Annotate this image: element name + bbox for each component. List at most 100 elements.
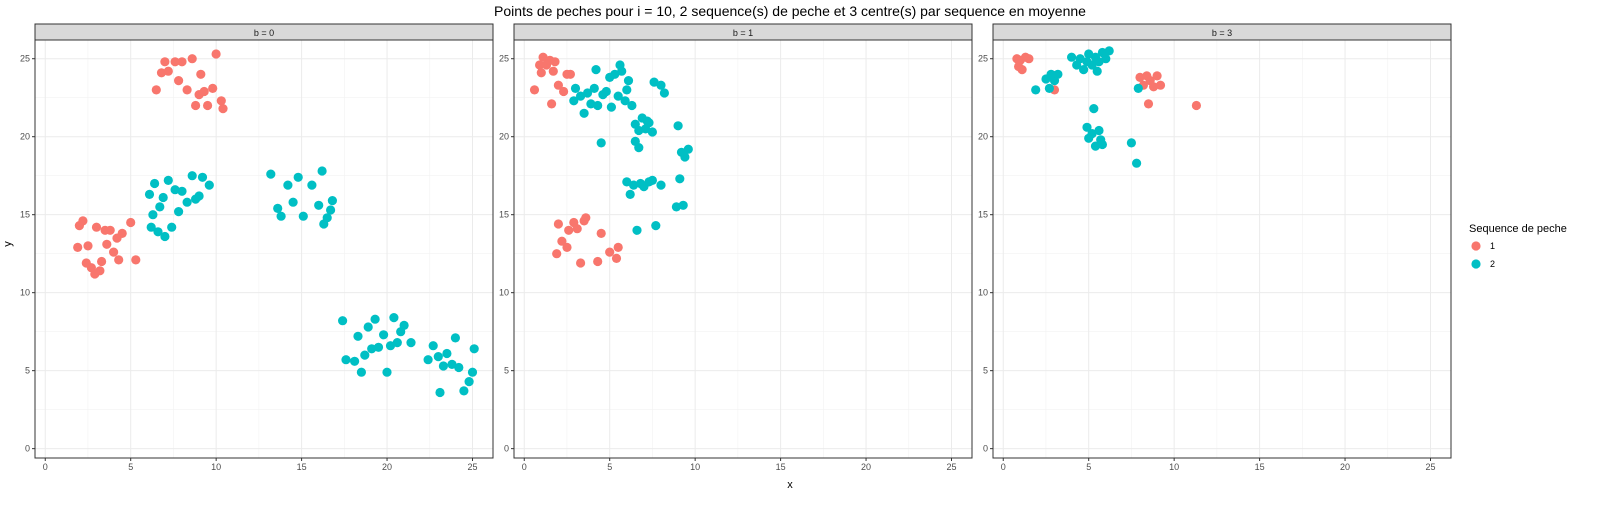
y-axis-label: y: [2, 241, 14, 247]
data-point-seq-2: [454, 362, 464, 373]
data-point-seq-1: [593, 256, 603, 267]
data-point-seq-2: [399, 320, 409, 330]
data-point-seq-1: [1155, 80, 1166, 90]
data-point-seq-1: [151, 85, 161, 95]
data-point-seq-1: [216, 96, 226, 106]
x-tick-label: 10: [211, 462, 221, 472]
data-point-seq-1: [97, 256, 107, 267]
data-point-seq-1: [596, 228, 606, 238]
data-point-seq-2: [197, 172, 208, 182]
data-point-seq-2: [673, 121, 683, 131]
data-point-seq-2: [1053, 69, 1063, 79]
data-point-seq-1: [553, 80, 564, 90]
panel-border: [34, 39, 494, 459]
data-point-seq-2: [656, 80, 666, 90]
x-tick-label: 10: [690, 462, 700, 472]
x-axis-label: x: [787, 479, 793, 491]
data-point-seq-2: [314, 200, 324, 210]
data-point-seq-1: [1024, 54, 1034, 64]
data-point-seq-1: [114, 255, 124, 265]
data-point-seq-1: [559, 86, 569, 97]
x-tick-label: 5: [1086, 462, 1091, 472]
data-point-seq-1: [117, 228, 127, 238]
data-point-seq-2: [601, 86, 611, 97]
x-tick-label: 0: [522, 462, 527, 472]
data-point-seq-1: [109, 247, 119, 257]
x-tick-label: 25: [467, 462, 477, 472]
data-point-seq-2: [582, 88, 593, 98]
legend-title: Sequence de peche: [1469, 223, 1567, 235]
data-point-seq-2: [373, 342, 384, 352]
data-point-seq-2: [144, 189, 155, 199]
data-point-seq-1: [196, 69, 206, 79]
data-point-seq-1: [177, 57, 187, 67]
data-point-seq-2: [341, 355, 351, 365]
x-tick-label: 20: [861, 462, 871, 472]
panel-background: [35, 40, 493, 458]
data-point-seq-1: [163, 66, 173, 76]
data-point-seq-2: [146, 222, 156, 232]
data-point-seq-1: [605, 247, 615, 257]
data-point-seq-2: [647, 127, 658, 137]
data-point-seq-2: [1087, 129, 1097, 139]
data-point-seq-1: [83, 241, 93, 251]
data-point-seq-2: [1031, 85, 1041, 95]
facet-strip-label: b = 0: [254, 28, 274, 38]
data-point-seq-1: [95, 266, 105, 276]
data-point-seq-1: [182, 85, 192, 95]
data-point-seq-2: [576, 91, 586, 101]
legend: Sequence de peche 1 2: [1469, 223, 1567, 269]
x-tick-label: 20: [1340, 462, 1350, 472]
data-point-seq-1: [562, 242, 572, 252]
data-point-seq-2: [283, 180, 293, 190]
panel-background: [514, 40, 972, 458]
data-point-seq-2: [659, 88, 670, 98]
y-tick-label: 5: [25, 366, 30, 376]
data-point-seq-2: [360, 350, 370, 360]
data-point-seq-2: [1067, 52, 1077, 62]
y-tick-label: 10: [20, 288, 30, 298]
data-point-seq-2: [569, 96, 579, 106]
y-tick-label: 20: [978, 132, 988, 142]
data-point-seq-2: [649, 77, 659, 87]
data-point-seq-2: [1044, 83, 1054, 93]
data-point-seq-1: [535, 60, 545, 70]
data-point-seq-2: [615, 60, 625, 70]
data-point-seq-2: [469, 344, 479, 354]
data-point-seq-1: [203, 100, 213, 111]
x-tick-label: 0: [1001, 462, 1006, 472]
x-tick-label: 5: [128, 462, 133, 472]
facet-panel: b = 3 0 5 10 15 20 25 0 5 10 15 20 25: [978, 23, 1452, 472]
data-point-seq-2: [392, 338, 402, 348]
y-tick-label: 25: [978, 54, 988, 64]
data-point-seq-2: [651, 221, 661, 231]
data-point-seq-2: [683, 144, 693, 154]
data-point-seq-1: [174, 76, 184, 86]
data-point-seq-2: [435, 387, 445, 398]
data-point-seq-1: [170, 57, 180, 67]
data-point-seq-1: [552, 249, 562, 259]
data-point-seq-1: [211, 49, 221, 59]
x-tick-label: 15: [776, 462, 786, 472]
data-point-seq-1: [131, 255, 141, 265]
y-tick-label: 0: [983, 444, 988, 454]
y-tick-label: 25: [20, 54, 30, 64]
data-point-seq-2: [187, 171, 197, 181]
data-point-seq-1: [564, 225, 574, 235]
x-tick-label: 25: [1425, 462, 1435, 472]
data-point-seq-2: [182, 197, 192, 207]
data-point-seq-2: [613, 91, 623, 101]
y-tick-label: 5: [983, 366, 988, 376]
data-point-seq-2: [1097, 139, 1107, 150]
data-point-seq-2: [647, 175, 658, 185]
data-point-seq-2: [1132, 158, 1142, 168]
data-point-seq-2: [163, 175, 173, 185]
data-point-seq-2: [1101, 54, 1111, 64]
data-point-seq-2: [167, 222, 177, 232]
data-point-seq-1: [565, 69, 576, 79]
data-point-seq-2: [593, 100, 603, 111]
data-point-seq-2: [1092, 66, 1102, 76]
data-point-seq-2: [160, 231, 170, 242]
data-point-seq-1: [105, 225, 115, 235]
y-tick-label: 15: [978, 210, 988, 220]
